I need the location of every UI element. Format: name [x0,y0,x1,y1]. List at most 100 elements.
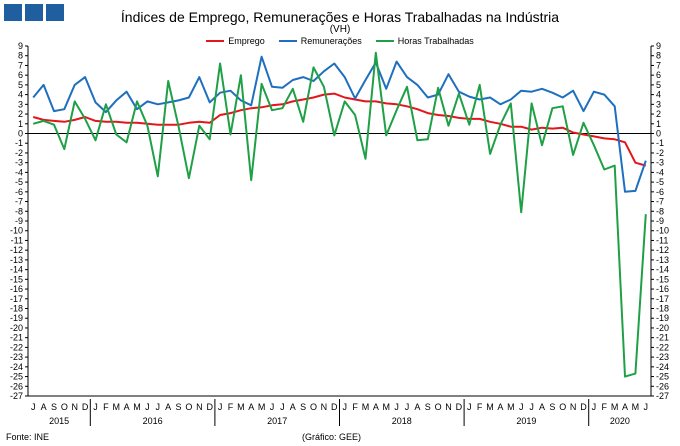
y-tick-label-right: 4 [656,90,661,100]
y-tick-label-right: -10 [656,226,669,236]
x-tick-label-month: N [445,402,452,412]
x-tick-label-month: M [237,402,245,412]
y-tick-label-right: -24 [656,362,669,372]
y-tick-label-right: 2 [656,109,661,119]
series-line-emprego [32,92,647,167]
logo-block-1 [4,4,22,21]
x-tick-label-month: J [280,402,285,412]
x-tick-label-month: S [176,402,182,412]
legend-swatch-horas [375,40,394,42]
y-tick-label-right: -20 [656,323,669,333]
y-tick-label-right: -8 [656,206,664,216]
x-tick-label-month: N [196,402,203,412]
y-tick-label-right: -22 [656,342,669,352]
y-tick-label-left: -5 [15,177,23,187]
x-tick-label-month: J [156,402,161,412]
y-tick-label-right: -16 [656,284,669,294]
x-tick-label-month: J [644,402,649,412]
x-tick-label-month: A [165,402,171,412]
y-tick-label-right: -23 [656,352,669,362]
x-tick-label-month: J [519,402,524,412]
legend-item-horas: Horas Trabalhadas [375,36,474,46]
y-tick-label-left: 7 [18,60,23,70]
x-tick-label-month: J [592,402,597,412]
x-tick-label-month: A [41,402,47,412]
y-tick-label-right: -14 [656,265,669,275]
y-tick-label-left: -3 [15,158,23,168]
y-tick-label-right: -4 [656,167,664,177]
x-tick-label-month: S [425,402,431,412]
x-tick-label-year: 2020 [610,416,630,426]
y-tick-label-right: -18 [656,304,669,314]
y-tick-label-left: -8 [15,206,23,216]
x-tick-label-year: 2019 [516,416,536,426]
legend-label-remuneracoes: Remunerações [300,36,362,46]
y-tick-label-right: 6 [656,70,661,80]
y-tick-label-left: -9 [15,216,23,226]
x-tick-label-month: A [373,402,379,412]
x-tick-label-month: O [310,402,317,412]
chart-legend: Emprego Remunerações Horas Trabalhadas [0,36,680,46]
x-tick-label-month: M [507,402,515,412]
y-tick-label-left: -22 [10,342,23,352]
x-tick-label-month: M [632,402,640,412]
x-tick-label-month: D [456,402,463,412]
x-tick-label-month: O [61,402,68,412]
y-tick-label-left: -21 [10,333,23,343]
y-tick-label-right: -1 [656,138,664,148]
x-tick-label-month: N [570,402,577,412]
y-tick-label-left: -23 [10,352,23,362]
source-note: Fonte: INE [6,432,50,442]
gee-logo [4,4,64,21]
x-tick-label-month: J [31,402,36,412]
y-tick-label-left: 9 [18,41,23,51]
x-tick-label-month: J [145,402,150,412]
y-tick-label-left: -13 [10,255,23,265]
x-tick-label-month: N [321,402,328,412]
y-tick-label-left: -16 [10,284,23,294]
x-tick-label-year: 2018 [392,416,412,426]
y-tick-label-left: -27 [10,391,23,401]
y-tick-label-right: -2 [656,148,664,158]
x-tick-label-month: M [133,402,141,412]
x-tick-label-month: J [394,402,399,412]
y-tick-label-left: 5 [18,80,23,90]
y-tick-label-right: 0 [656,129,661,139]
x-tick-label-month: S [300,402,306,412]
y-tick-label-right: -15 [656,274,669,284]
y-tick-label-right: -19 [656,313,669,323]
y-tick-label-right: -5 [656,177,664,187]
y-tick-label-right: -9 [656,216,664,226]
y-tick-label-left: -19 [10,313,23,323]
x-tick-label-year: 2015 [49,416,69,426]
legend-swatch-remuneracoes [278,40,297,42]
x-tick-label-month: A [290,402,296,412]
y-tick-label-left: -17 [10,294,23,304]
legend-item-remuneracoes: Remunerações [278,36,362,46]
x-tick-label-month: F [103,402,109,412]
x-tick-label-month: M [486,402,494,412]
y-tick-label-right: 7 [656,60,661,70]
x-tick-label-month: J [342,402,347,412]
y-tick-label-left: -7 [15,197,23,207]
y-tick-label-left: -6 [15,187,23,197]
y-tick-label-left: -24 [10,362,23,372]
x-tick-label-month: M [113,402,121,412]
series-line-remuneracoes [32,55,647,193]
x-tick-label-month: A [414,402,420,412]
x-tick-label-month: F [352,402,358,412]
x-tick-label-month: F [477,402,483,412]
x-tick-label-month: J [270,402,275,412]
x-tick-label-month: F [602,402,608,412]
x-tick-label-month: O [185,402,192,412]
y-tick-label-right: -12 [656,245,669,255]
y-tick-label-right: 3 [656,99,661,109]
x-tick-label-month: S [51,402,57,412]
y-tick-label-left: -25 [10,372,23,382]
series-line-horas-trabalhadas [32,51,647,378]
x-tick-label-month: O [559,402,566,412]
y-tick-label-left: 8 [18,51,23,61]
y-tick-label-right: 5 [656,80,661,90]
y-tick-label-left: 2 [18,109,23,119]
legend-label-horas: Horas Trabalhadas [397,36,474,46]
